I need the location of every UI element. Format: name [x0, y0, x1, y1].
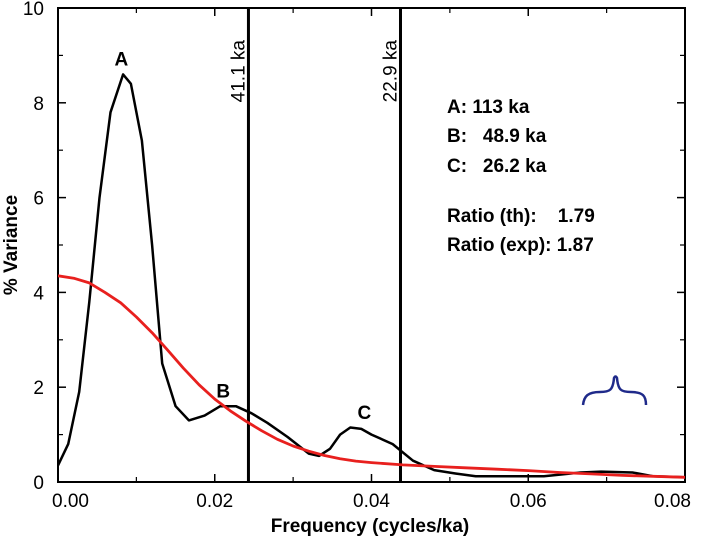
red-noise-line	[58, 274, 685, 479]
peak-label-b: B	[216, 381, 230, 402]
y-tick-label: 4	[33, 283, 44, 304]
period-a-annotation: A: 113 ka	[447, 97, 530, 118]
x-tick-label: 0.02	[196, 491, 233, 512]
y-tick-label: 10	[23, 0, 44, 20]
period-c-annotation: C: 26.2 ka	[447, 156, 547, 177]
brace-icon	[581, 375, 648, 406]
y-axis-title: % Variance	[1, 195, 22, 295]
y-tick-label: 8	[33, 94, 44, 115]
x-tick-label: 0.00	[52, 491, 89, 512]
vertical-lines: 41.1 ka 22.9 ka	[228, 8, 402, 482]
ratio-th-annotation: Ratio (th): 1.79	[447, 206, 595, 227]
reference-line-label: 22.9 ka	[380, 40, 401, 103]
period-b-annotation: B: 48.9 ka	[447, 126, 547, 147]
y-tick-label: 6	[33, 189, 44, 210]
y-tick-label: 2	[33, 378, 44, 399]
series-layer	[58, 73, 685, 479]
x-tick-label: 0.06	[510, 491, 547, 512]
x-tick-label: 0.04	[353, 491, 390, 512]
spectrum-line	[58, 73, 685, 479]
reference-line-label: 41.1 ka	[228, 40, 249, 103]
info-box: A: 113 ka B: 48.9 ka C: 26.2 ka Ratio (t…	[447, 97, 595, 256]
tick-labels: 0.00 0.02 0.04 0.06 0.08 0 2 4 6 8 10	[23, 0, 691, 512]
peak-label-a: A	[114, 50, 128, 71]
axis-ticks	[57, 7, 686, 483]
x-axis-title: Frequency (cycles/ka)	[271, 516, 470, 537]
y-tick-label: 0	[33, 473, 44, 494]
peak-label-c: C	[357, 403, 371, 424]
peak-labels: A B C	[114, 50, 371, 424]
x-tick-label: 0.08	[654, 491, 691, 512]
ratio-exp-annotation: Ratio (exp): 1.87	[447, 235, 594, 256]
